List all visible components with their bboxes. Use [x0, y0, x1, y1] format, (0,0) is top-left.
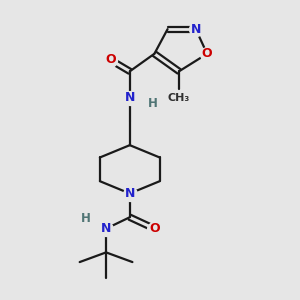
Text: H: H — [81, 212, 91, 225]
Text: N: N — [190, 22, 201, 36]
Text: O: O — [105, 53, 116, 66]
Text: H: H — [148, 98, 158, 110]
Text: O: O — [202, 47, 212, 60]
Text: CH₃: CH₃ — [168, 93, 190, 103]
Text: N: N — [101, 222, 111, 235]
Text: N: N — [124, 91, 135, 104]
Text: O: O — [149, 222, 160, 235]
Text: N: N — [124, 187, 135, 200]
